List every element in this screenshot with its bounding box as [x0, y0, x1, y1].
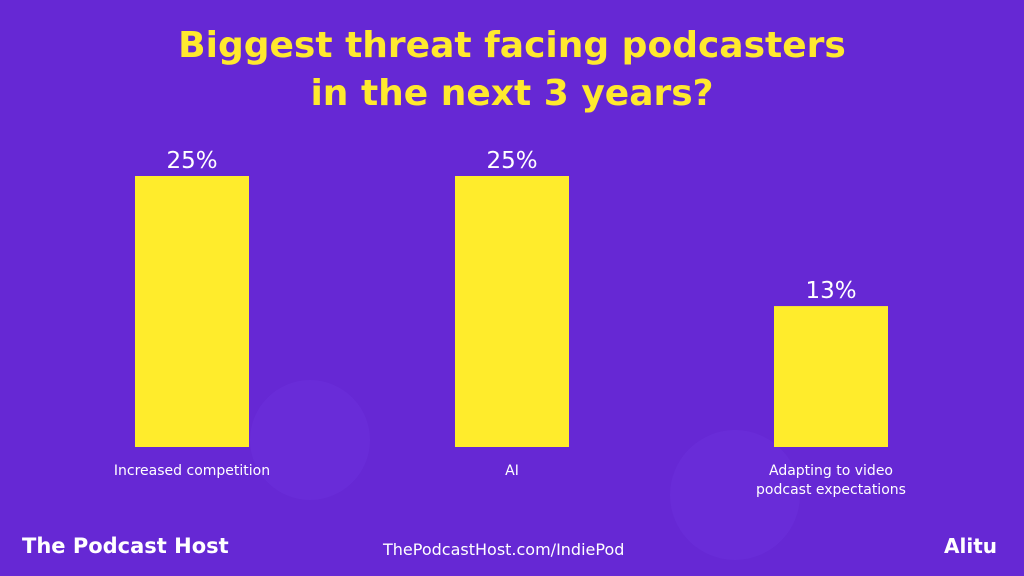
- bar: [455, 176, 569, 447]
- category-label: podcast expectations: [756, 482, 906, 498]
- bar: [774, 306, 888, 447]
- chart-title: Biggest threat facing podcasters in the …: [0, 22, 1024, 118]
- data-label: 25%: [486, 148, 537, 174]
- title-line: in the next 3 years?: [310, 73, 714, 114]
- decor-circle: [670, 430, 800, 560]
- brand-logo: The Podcast Host: [22, 534, 229, 558]
- title-line: Biggest threat facing podcasters: [178, 25, 846, 66]
- data-label: 25%: [166, 148, 217, 174]
- bar: [135, 176, 249, 447]
- decor-circle: [250, 380, 370, 500]
- data-label: 13%: [805, 278, 856, 304]
- category-label: Increased competition: [114, 463, 270, 479]
- category-label: Adapting to video: [769, 463, 893, 479]
- footer-url[interactable]: ThePodcastHost.com/IndiePod: [383, 540, 625, 559]
- category-label: AI: [505, 463, 519, 479]
- partner-logo: Alitu: [944, 534, 997, 558]
